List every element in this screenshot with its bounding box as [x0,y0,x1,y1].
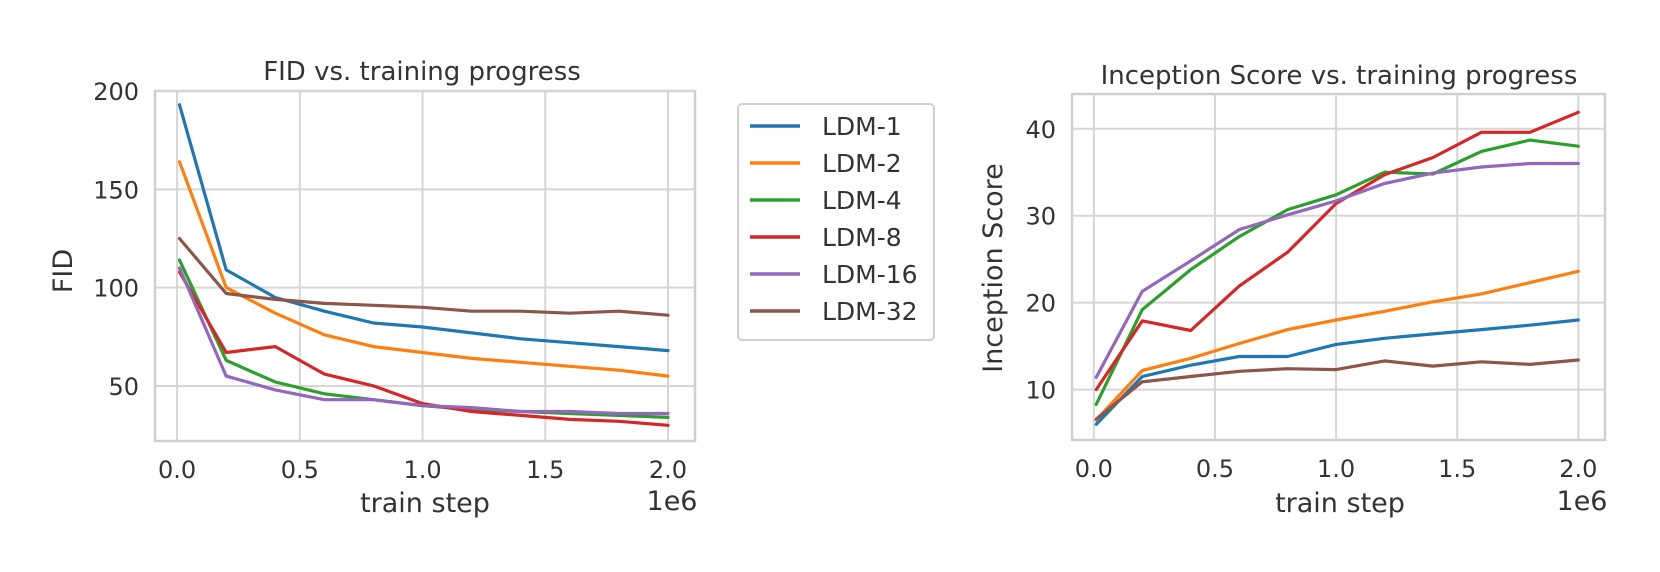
inception-score-chart: Inception Score vs. training progress 0.… [978,61,1607,519]
fid-series-ldm-8 [177,270,670,427]
fid-x-ticks: 0.0 0.5 1.0 1.5 2.0 [158,456,687,484]
is-x-tick-label: 0.0 [1075,455,1113,483]
is-plot-area [1070,92,1607,442]
is-gridlines [1072,94,1605,440]
legend: LDM-1 LDM-2 LDM-4 LDM-8 LDM-16 LDM-32 [737,103,935,341]
fid-series-lines [177,103,670,427]
is-x-tick-label: 1.0 [1317,455,1355,483]
is-x-tick-label: 1.5 [1438,455,1476,483]
fid-x-offset-label: 1e6 [647,486,698,517]
fid-series-ldm-32 [177,236,670,317]
legend-label-ldm-8: LDM-8 [822,223,902,252]
fid-y-tick-label: 100 [93,275,139,303]
fid-x-tick-label: 1.0 [403,456,441,484]
fid-y-tick-label: 200 [93,78,139,106]
fid-y-ticks: 50 100 150 200 [93,78,139,401]
is-x-tick-label: 0.5 [1196,455,1234,483]
is-series-ldm-32 [1094,358,1580,421]
is-series-ldm-16 [1094,161,1580,379]
fid-series-ldm-16 [177,266,670,416]
is-chart-title: Inception Score vs. training progress [1101,61,1578,91]
fid-series-ldm-1 [177,103,670,353]
is-series-ldm-4 [1094,138,1580,406]
legend-label-ldm-16: LDM-16 [822,260,918,289]
fid-x-axis-label: train step [360,488,490,519]
fid-y-axis-label: FID [48,249,79,293]
is-y-tick-label: 10 [1025,377,1056,405]
is-x-offset-label: 1e6 [1557,486,1608,517]
legend-label-ldm-2: LDM-2 [822,149,902,178]
legend-label-ldm-4: LDM-4 [822,186,902,215]
legend-label-ldm-1: LDM-1 [822,112,902,141]
is-x-tick-label: 2.0 [1559,455,1597,483]
is-x-ticks: 0.0 0.5 1.0 1.5 2.0 [1075,455,1598,483]
fid-series-ldm-2 [177,160,670,378]
fid-y-tick-label: 150 [93,176,139,204]
is-series-ldm-1 [1094,318,1580,426]
is-series-ldm-8 [1094,110,1580,392]
fid-x-tick-label: 0.0 [158,456,196,484]
fid-chart: FID vs. training progress 0.0 0.5 1.0 1.5 2.… [48,57,697,519]
is-y-tick-label: 30 [1025,203,1056,231]
fid-x-tick-label: 0.5 [281,456,319,484]
fid-x-tick-label: 2.0 [649,456,687,484]
is-series-ldm-2 [1094,269,1580,422]
legend-label-ldm-32: LDM-32 [822,297,918,326]
is-x-axis-label: train step [1275,488,1405,519]
fid-x-tick-label: 1.5 [526,456,564,484]
fid-chart-title: FID vs. training progress [263,57,581,87]
is-y-ticks: 10 20 30 40 [1025,116,1056,405]
is-y-tick-label: 20 [1025,290,1056,318]
is-series-lines [1094,110,1580,426]
fid-y-tick-label: 50 [108,373,139,401]
is-y-tick-label: 40 [1025,116,1056,144]
fid-plot-area [153,89,697,443]
is-y-axis-label: Inception Score [978,163,1009,373]
fid-gridlines [155,90,695,441]
